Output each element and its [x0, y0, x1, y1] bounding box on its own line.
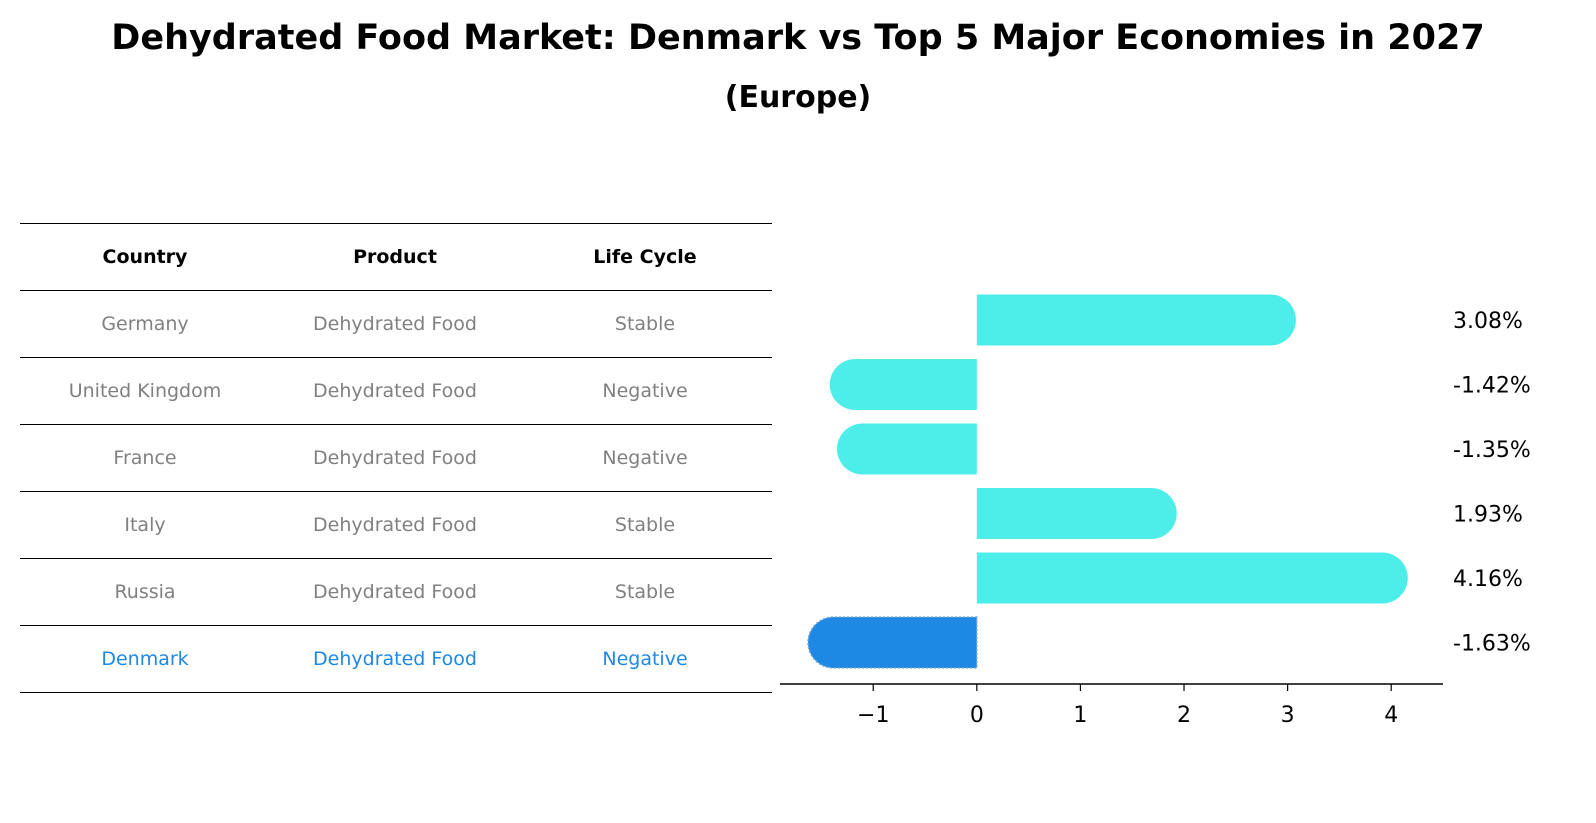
life-cycle-cell: Stable: [614, 514, 676, 536]
life-cycle-cell: Negative: [602, 648, 688, 670]
header-life-cycle: Life Cycle: [593, 246, 697, 268]
growth-bar-chart: 3.08% -1.42% -1.35% 1.93% 4.16% -1.63% −1 0 1 2 3 4: [780, 294, 1531, 728]
product-cell: Dehydrated Food: [313, 380, 477, 402]
life-cycle-cell: Stable: [614, 313, 676, 335]
value-label: -1.42%: [1453, 374, 1531, 399]
bar-italy: [976, 488, 1177, 539]
product-cell: Dehydrated Food: [313, 648, 477, 670]
country-cell: Russia: [114, 581, 176, 603]
bar-germany: [976, 294, 1296, 346]
header-country: Country: [102, 246, 188, 268]
chart-title: Dehydrated Food Market: Denmark vs Top 5…: [111, 18, 1485, 58]
country-cell: France: [113, 447, 177, 469]
market-table: Country Product Life Cycle Germany Dehyd…: [20, 223, 772, 693]
bar-denmark: [807, 616, 978, 669]
product-cell: Dehydrated Food: [313, 514, 477, 536]
life-cycle-cell: Stable: [614, 581, 676, 603]
value-label: 4.16%: [1453, 567, 1523, 592]
bar-france: [836, 423, 977, 475]
country-cell: Denmark: [101, 648, 189, 670]
country-cell: Italy: [124, 514, 166, 536]
table-row: Italy Dehydrated Food Stable: [20, 492, 772, 559]
table-header-row: Country Product Life Cycle: [20, 224, 772, 291]
x-tick-label: 0: [970, 703, 984, 728]
life-cycle-cell: Negative: [602, 447, 688, 469]
value-label: -1.35%: [1453, 438, 1531, 463]
life-cycle-cell: Negative: [602, 380, 688, 402]
x-tick-label: 1: [1073, 703, 1087, 728]
x-tick-label: 2: [1177, 703, 1191, 728]
product-cell: Dehydrated Food: [313, 447, 477, 469]
table-row: Germany Dehydrated Food Stable: [20, 291, 772, 358]
country-cell: United Kingdom: [68, 380, 222, 402]
bar-united-kingdom: [829, 359, 977, 410]
product-cell: Dehydrated Food: [313, 581, 477, 603]
table-row: France Dehydrated Food Negative: [20, 425, 772, 492]
header-product: Product: [353, 246, 437, 268]
x-tick-label: 3: [1281, 703, 1295, 728]
bar-russia: [976, 552, 1408, 604]
table-row: Russia Dehydrated Food Stable: [20, 559, 772, 626]
x-tick-label: −1: [857, 703, 889, 728]
chart-subtitle: (Europe): [724, 80, 872, 115]
product-cell: Dehydrated Food: [313, 313, 477, 335]
country-cell: Germany: [101, 313, 189, 335]
value-label: 1.93%: [1453, 503, 1523, 528]
table-row-highlighted: Denmark Dehydrated Food Negative: [20, 626, 772, 693]
value-label: 3.08%: [1453, 309, 1523, 334]
value-label: -1.63%: [1453, 632, 1531, 657]
x-tick-label: 4: [1384, 703, 1398, 728]
table-row: United Kingdom Dehydrated Food Negative: [20, 358, 772, 425]
